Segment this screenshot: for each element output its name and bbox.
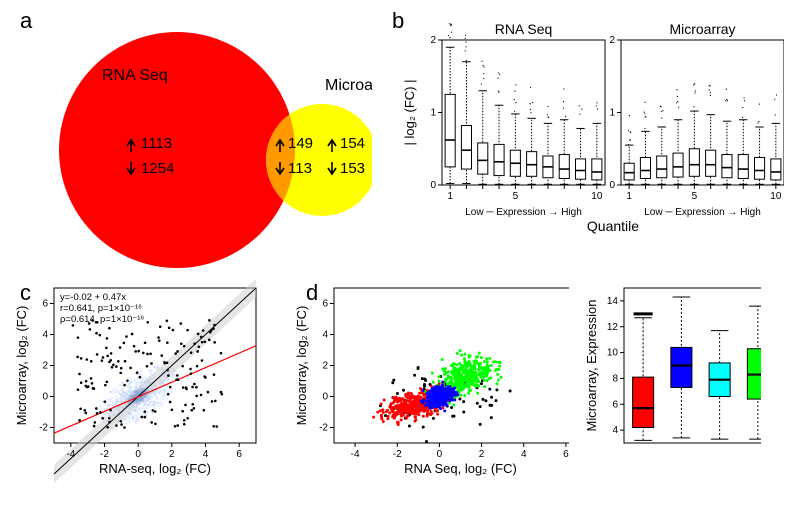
svg-text:RNA Seq: RNA Seq — [102, 67, 168, 84]
svg-text:154: 154 — [340, 135, 365, 152]
svg-text:5: 5 — [692, 191, 698, 202]
svg-text:1: 1 — [609, 108, 615, 119]
svg-text:Microarray: Microarray — [325, 77, 372, 94]
svg-text:Quantile: Quantile — [587, 218, 639, 234]
svg-text:1: 1 — [626, 191, 632, 202]
svg-text:Low ─ Expression → High: Low ─ Expression → High — [644, 207, 761, 218]
panel-d-scatter: -4 -2 0 2 4 6 -2 0 2 4 6 RNA Seq, log₂ (FC) Microarr… — [292, 280, 569, 515]
svg-text:0: 0 — [609, 180, 615, 191]
svg-text:1: 1 — [430, 108, 436, 119]
svg-text:2: 2 — [169, 449, 175, 460]
panel-c-scatter: -4 -2 0 2 4 6 -2 0 2 4 6 RNA-seq, log₂ (FC) Microarr… — [12, 280, 272, 515]
svg-text:r=0.641, p=1×10⁻¹⁶: r=0.641, p=1×10⁻¹⁶ — [60, 303, 142, 314]
svg-text:0: 0 — [437, 449, 443, 460]
svg-text:-4: -4 — [66, 449, 75, 460]
svg-text:| log₂ (FC) |: | log₂ (FC) | — [402, 80, 417, 146]
svg-text:14: 14 — [607, 296, 619, 307]
svg-text:2: 2 — [430, 35, 436, 46]
svg-text:2: 2 — [42, 361, 48, 372]
svg-text:2: 2 — [609, 35, 615, 46]
svg-text:RNA Seq: RNA Seq — [495, 21, 553, 37]
svg-text:1254: 1254 — [141, 160, 174, 177]
svg-text:6: 6 — [612, 399, 618, 410]
svg-text:Low ─ Expression → High: Low ─ Expression → High — [465, 207, 582, 218]
svg-text:5: 5 — [513, 191, 519, 202]
svg-text:Microarray, Expression: Microarray, Expression — [584, 300, 599, 432]
svg-text:4: 4 — [612, 425, 618, 436]
svg-text:RNA-seq, log₂ (FC): RNA-seq, log₂ (FC) — [99, 461, 211, 476]
svg-text:0: 0 — [430, 180, 436, 191]
svg-text:4: 4 — [203, 449, 209, 460]
panel-a-venn: RNA Seq Microarray 1113 1254 149 113 154 153 — [32, 10, 372, 270]
svg-text:6: 6 — [236, 449, 242, 460]
svg-text:6: 6 — [42, 299, 48, 310]
svg-text:1113: 1113 — [141, 135, 172, 152]
svg-text:6: 6 — [322, 299, 328, 310]
svg-text:8: 8 — [612, 373, 618, 384]
svg-text:Microarray, log₂ (FC): Microarray, log₂ (FC) — [294, 306, 309, 426]
svg-text:0: 0 — [322, 392, 328, 403]
svg-text:0: 0 — [42, 392, 48, 403]
svg-text:149: 149 — [288, 135, 313, 152]
svg-text:6: 6 — [563, 449, 569, 460]
svg-text:-2: -2 — [100, 449, 109, 460]
svg-text:0: 0 — [135, 449, 141, 460]
svg-text:Microarray: Microarray — [669, 21, 735, 37]
svg-text:1: 1 — [447, 191, 453, 202]
svg-text:113: 113 — [288, 160, 312, 177]
svg-text:y=-0.02 + 0.47x: y=-0.02 + 0.47x — [60, 292, 126, 303]
panel-b-boxplots: | log₂ (FC) |RNA Seq1510012Low ─ Express… — [402, 18, 784, 248]
svg-text:10: 10 — [591, 191, 603, 202]
panel-d-boxplot: 4 6 8 10 12 14 Microarray, Expression — [584, 280, 761, 515]
svg-text:153: 153 — [340, 160, 365, 177]
svg-text:-2: -2 — [393, 449, 402, 460]
svg-text:4: 4 — [521, 449, 527, 460]
svg-text:RNA Seq, log₂ (FC): RNA Seq, log₂ (FC) — [404, 461, 517, 476]
svg-text:Microarray, log₂ (FC): Microarray, log₂ (FC) — [14, 306, 29, 426]
svg-text:-2: -2 — [39, 423, 48, 434]
svg-text:-2: -2 — [319, 423, 328, 434]
svg-text:2: 2 — [322, 361, 328, 372]
svg-text:4: 4 — [42, 330, 48, 341]
svg-text:10: 10 — [770, 191, 782, 202]
svg-text:-4: -4 — [351, 449, 360, 460]
svg-text:ρ=0.614, p=1×10⁻¹⁶: ρ=0.614, p=1×10⁻¹⁶ — [60, 314, 144, 325]
svg-text:12: 12 — [607, 322, 619, 333]
svg-text:2: 2 — [479, 449, 485, 460]
svg-text:4: 4 — [322, 330, 328, 341]
svg-text:10: 10 — [607, 348, 619, 359]
